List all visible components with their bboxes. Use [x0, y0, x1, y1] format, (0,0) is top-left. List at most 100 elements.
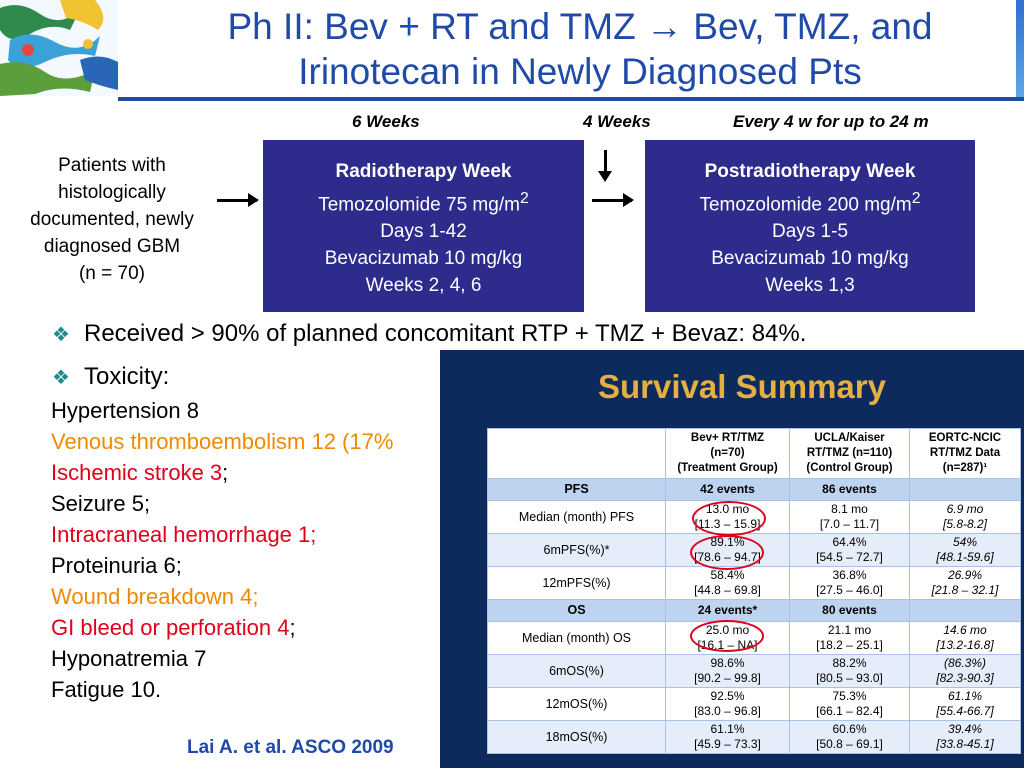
toxicity-item: Venous thromboembolism 12 (17%	[51, 426, 393, 457]
survival-table-cell: 18mOS(%)	[487, 720, 666, 754]
week-label-every-4w: Every 4 w for up to 24 m	[733, 112, 929, 131]
radiotherapy-weeks: Weeks 2, 4, 6	[365, 275, 482, 297]
survival-table-section-row: PFS 42 events 86 events	[487, 478, 1021, 501]
survival-table-cell: 12mOS(%)	[487, 687, 666, 721]
postradiotherapy-weeks: Weeks 1,3	[765, 275, 855, 297]
title-underline	[118, 97, 1024, 101]
toxicity-item: Hypertension 8	[51, 395, 393, 426]
survival-table-cell: OS	[487, 599, 666, 622]
survival-table-cell: 36.8% [27.5 – 46.0]	[789, 566, 910, 600]
patients-line: histologically	[58, 182, 166, 203]
bullet-toxicity: ❖ Toxicity:	[52, 363, 169, 391]
slide-title: Ph II: Bev + RT and TMZ → Bev, TMZ, and …	[150, 4, 1010, 94]
patients-line: (n = 70)	[78, 263, 145, 284]
toxicity-item-suffix: ;	[222, 460, 229, 485]
toxicity-item-text: Proteinuria 6;	[51, 553, 182, 578]
survival-table-cell: 60.6% [50.8 – 69.1]	[789, 720, 910, 754]
survival-table-header-cell: EORTC-NCIC RT/TMZ Data (n=287)¹	[909, 428, 1021, 479]
bullet-toxicity-text: Toxicity:	[84, 363, 170, 390]
survival-table-cell: 61.1% [45.9 – 73.3]	[665, 720, 790, 754]
patients-description: Patients with histologically documented,…	[6, 152, 218, 287]
toxicity-item-text: Fatigue 10.	[51, 677, 162, 702]
patients-line: documented, newly	[30, 209, 194, 230]
survival-table-header-cell	[487, 428, 666, 479]
survival-table-cell: 6.9 mo [5.8-8.2]	[909, 500, 1021, 534]
survival-table-cell: 80 events	[789, 599, 910, 622]
survival-table-cell: 8.1 mo [7.0 – 11.7]	[789, 500, 910, 534]
toxicity-item-suffix: ;	[289, 615, 296, 640]
radiotherapy-week-box: Radiotherapy Week Temozolomide 75 mg/m2 …	[263, 140, 584, 312]
survival-table-row: 18mOS(%) 61.1% [45.9 – 73.3] 60.6% [50.8 –…	[487, 720, 1021, 754]
survival-table-row: 12mOS(%) 92.5% [83.0 – 96.8] 75.3% [66.1 –…	[487, 687, 1021, 721]
radiotherapy-title: Radiotherapy Week	[335, 161, 512, 182]
survival-table-cell: 75.3% [66.1 – 82.4]	[789, 687, 910, 721]
survival-table-cell: 21.1 mo [18.2 – 25.1]	[789, 621, 910, 655]
survival-table-cell	[909, 478, 1021, 501]
arrow-right-icon	[592, 193, 634, 207]
survival-table-cell: 92.5% [83.0 – 96.8]	[665, 687, 790, 721]
survival-table-cell: 6mOS(%)	[487, 654, 666, 688]
survival-table-cell: 6mPFS(%)*	[487, 533, 666, 567]
survival-table-section-row: OS 24 events* 80 events	[487, 599, 1021, 622]
postradiotherapy-bev-dose: Bevacizumab 10 mg/kg	[711, 248, 909, 270]
decorative-logo	[0, 0, 118, 96]
survival-table-cell: 88.2% [80.5 – 93.0]	[789, 654, 910, 688]
toxicity-item: Proteinuria 6;	[51, 550, 393, 581]
survival-table-cell: 54% [48.1-59.6]	[909, 533, 1021, 567]
survival-table-cell: 61.1% [55.4-66.7]	[909, 687, 1021, 721]
postradiotherapy-days: Days 1-5	[771, 221, 849, 243]
toxicity-item-text: Venous thromboembolism 12 (17%	[51, 429, 394, 454]
survival-table-row: 6mOS(%) 98.6% [90.2 – 99.8] 88.2% [80.5 – …	[487, 654, 1021, 688]
survival-table-cell: 39.4% [33.8-45.1]	[909, 720, 1021, 754]
patients-line: Patients with	[58, 155, 166, 176]
survival-table-header-row: Bev+ RT/TMZ (n=70) (Treatment Group) UCLA…	[487, 428, 1021, 479]
survival-table-cell: PFS	[487, 478, 666, 501]
postradiotherapy-tmz-dose: Temozolomide 200 mg/m2	[645, 185, 975, 218]
toxicity-item-text: Wound breakdown 4;	[51, 584, 259, 609]
tmz-dose-exponent: 2	[519, 190, 529, 207]
survival-table-header-cell: Bev+ RT/TMZ (n=70) (Treatment Group)	[665, 428, 790, 479]
survival-table-cell: 42 events	[665, 478, 790, 501]
highlight-circle	[692, 501, 766, 536]
survival-table-cell: 24 events*	[665, 599, 790, 622]
survival-table-header-cell: UCLA/Kaiser RT/TMZ (n=110) (Control Grou…	[789, 428, 910, 479]
survival-table-cell: Median (month) OS	[487, 621, 666, 655]
patients-line: diagnosed GBM	[43, 236, 181, 257]
diamond-bullet-icon: ❖	[52, 367, 70, 389]
toxicity-item: GI bleed or perforation 4;	[51, 612, 393, 643]
toxicity-list: Hypertension 8 Venous thromboembolism 12 …	[51, 395, 393, 705]
radiotherapy-days: Days 1-42	[380, 221, 467, 243]
highlight-circle	[690, 620, 764, 652]
survival-table-cell: 86 events	[789, 478, 910, 501]
citation: Lai A. et al. ASCO 2009	[187, 737, 394, 758]
tmz-dose-exponent: 2	[911, 190, 921, 207]
survival-table-cell: 58.4% [44.8 – 69.8]	[665, 566, 790, 600]
toxicity-item: Seizure 5;	[51, 488, 393, 519]
toxicity-item: Wound breakdown 4;	[51, 581, 393, 612]
toxicity-item: Ischemic stroke 3;	[51, 457, 393, 488]
toxicity-item: Fatigue 10.	[51, 674, 393, 705]
week-label-6-weeks: 6 Weeks	[352, 112, 420, 131]
survival-table-row: 12mPFS(%) 58.4% [44.8 – 69.8] 36.8% [27.5 …	[487, 566, 1021, 600]
week-label-4-weeks: 4 Weeks	[583, 112, 651, 131]
arrow-right-icon	[217, 193, 259, 207]
decorative-edge	[1016, 0, 1024, 97]
toxicity-item: Hyponatremia 7	[51, 643, 393, 674]
survival-summary-panel: Survival Summary Bev+ RT/TMZ (n=70) (Tre…	[440, 350, 1024, 768]
bullet-received-text: Received > 90% of planned concomitant RT…	[84, 320, 807, 347]
survival-table-cell: 14.6 mo [13.2-16.8]	[909, 621, 1021, 655]
toxicity-item-text: Intracraneal hemorrhage 1;	[51, 522, 317, 547]
survival-table-cell: (86.3%) [82.3-90.3]	[909, 654, 1021, 688]
survival-table-cell: 12mPFS(%)	[487, 566, 666, 600]
bullet-received: ❖ Received > 90% of planned concomitant R…	[52, 320, 806, 348]
survival-table-cell: 26.9% [21.8 – 32.1]	[909, 566, 1021, 600]
highlight-circle	[690, 535, 764, 570]
title-line-1: Ph II: Bev + RT and TMZ → Bev, TMZ, and	[227, 6, 933, 47]
survival-table-cell: 98.6% [90.2 – 99.8]	[665, 654, 790, 688]
toxicity-item: Intracraneal hemorrhage 1;	[51, 519, 393, 550]
survival-table-cell	[909, 599, 1021, 622]
toxicity-item-text: Hyponatremia 7	[51, 646, 207, 671]
arrow-down-icon	[598, 150, 612, 182]
radiotherapy-bev-dose: Bevacizumab 10 mg/kg	[324, 248, 523, 270]
radiotherapy-tmz-dose: Temozolomide 75 mg/m2	[263, 185, 584, 218]
